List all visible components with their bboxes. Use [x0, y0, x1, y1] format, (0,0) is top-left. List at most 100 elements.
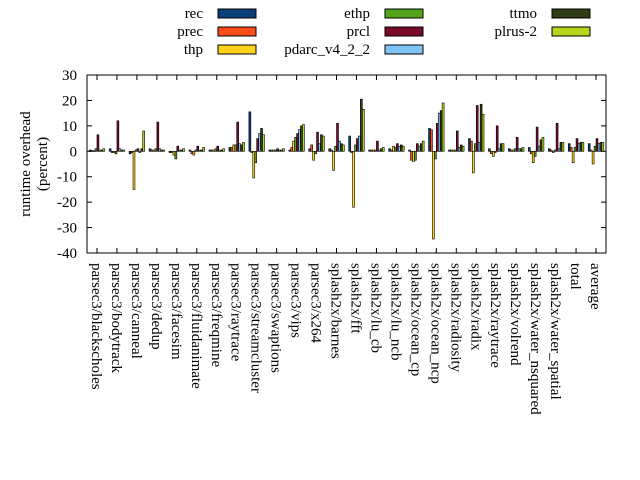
y-tick-label: -10: [57, 170, 77, 186]
bar-prec: [430, 129, 433, 152]
x-tick-label: splash2x/water_spatial: [547, 263, 563, 400]
bar-prcl: [336, 123, 339, 152]
y-axis: -40 -30 -20 -10 0 10 20 30: [57, 68, 606, 262]
bar-thp: [551, 150, 555, 153]
legend-swatch-plrus-2: [551, 26, 591, 37]
legend-swatch-pdarc_v4_2_2: [384, 44, 424, 55]
legend-label: plrus-2: [495, 24, 538, 40]
bar-thp: [432, 150, 435, 240]
bar-plrus-2: [222, 148, 225, 152]
x-tick-label: parsec3/canneal: [128, 263, 144, 359]
x-tick-label: parsec3/fluidanimate: [188, 263, 204, 389]
bar-thp: [591, 150, 595, 165]
bar-rec: [248, 111, 252, 152]
bar-rec: [408, 149, 411, 152]
x-tick-label: splash2x/lu_ncb: [387, 263, 403, 361]
bar-plrus-2: [421, 140, 425, 152]
x-tick-label: parsec3/freqmine: [208, 263, 224, 367]
bar-ethp: [414, 150, 417, 161]
bar-prcl: [475, 105, 479, 152]
bar-prcl: [176, 145, 180, 152]
bar-prec: [549, 149, 553, 152]
bar-prcl: [495, 125, 499, 152]
x-tick-label: parsec3/swaptions: [268, 263, 284, 373]
bar-plrus-2: [142, 130, 145, 152]
x-tick-label: splash2x/barnes: [328, 263, 344, 359]
x-tick-label: parsec3/streamcluster: [248, 263, 264, 393]
bar-plrus-2: [601, 142, 605, 152]
legend-swatch-rec: [217, 8, 257, 19]
bar-rec: [348, 135, 351, 152]
y-tick-label: 20: [62, 93, 77, 109]
x-tick-label: splash2x/water_nsquared: [527, 263, 543, 415]
bar-prec: [310, 144, 313, 152]
y-axis-label-line: runtime overhead: [18, 111, 34, 217]
legend-label: prcl: [347, 24, 370, 40]
x-tick-label: splash2x/volrend: [507, 263, 523, 366]
legend-label: prec: [177, 24, 203, 40]
x-tick-label: parsec3/vips: [288, 263, 304, 338]
x-tick-label: parsec3/raytrace: [228, 263, 244, 362]
bar-prec: [470, 140, 473, 152]
legend-label: thp: [184, 42, 203, 58]
bar-prcl: [515, 137, 519, 152]
bar-thp: [531, 150, 535, 164]
bar-prcl: [535, 126, 539, 152]
bar-prcl: [136, 148, 140, 152]
bar-ethp: [533, 150, 537, 157]
bar-plrus-2: [561, 142, 565, 152]
bar-prcl: [316, 131, 319, 152]
bar-plrus-2: [521, 147, 525, 152]
bar-rec: [108, 148, 112, 152]
bar-ethp: [114, 150, 118, 155]
bar-plrus-2: [242, 142, 245, 152]
x-tick-label: splash2x/ocean_ncp: [427, 263, 443, 384]
legend-swatch-prec: [217, 26, 257, 37]
bar-rec: [528, 147, 531, 152]
bar-thp: [132, 150, 136, 190]
x-tick-label: parsec3/facesim: [168, 263, 184, 360]
bar-rec: [188, 149, 192, 152]
x-tick-label: splash2x/radix: [467, 263, 483, 351]
plot-frame: [86, 74, 607, 254]
legend-label: ttmo: [509, 6, 537, 22]
bar-rec: [488, 148, 491, 152]
y-tick-label: -30: [57, 221, 77, 237]
bar-plrus-2: [541, 137, 545, 152]
x-tick-label: splash2x/ocean_cp: [407, 263, 423, 376]
x-tick-label: parsec3/bodytrack: [108, 263, 124, 373]
bar-plrus-2: [162, 149, 165, 152]
bar-plrus-2: [262, 134, 265, 152]
legend-label: pdarc_v4_2_2: [284, 42, 370, 58]
bar-pdarc_v4_2_2: [138, 150, 142, 153]
bar-series: [88, 98, 605, 240]
bar-rec: [587, 143, 591, 152]
bar-ethp: [434, 150, 437, 160]
x-tick-label: average: [587, 263, 603, 310]
y-tick-label: 10: [62, 119, 77, 135]
bar-plrus-2: [501, 143, 505, 152]
bar-prec: [330, 149, 333, 152]
bar-prcl: [116, 120, 120, 152]
bar-prcl: [236, 121, 239, 152]
bar-plrus-2: [322, 135, 325, 152]
bar-prec: [589, 149, 593, 152]
bar-thp: [352, 150, 355, 208]
bar-plrus-2: [461, 145, 465, 152]
legend-swatch-prcl: [384, 26, 424, 37]
bar-prcl: [96, 134, 100, 152]
x-axis: parsec3/blackscholes parsec3/bodytrack par…: [88, 75, 603, 415]
bar-prcl: [196, 145, 200, 152]
x-tick-label: splash2x/radiosity: [447, 263, 463, 373]
bar-prcl: [455, 130, 459, 152]
bar-prcl: [216, 145, 219, 152]
x-tick-label: splash2x/fft: [347, 263, 363, 334]
bar-plrus-2: [302, 124, 305, 152]
bar-plrus-2: [122, 149, 126, 152]
bar-ethp: [174, 150, 178, 160]
chart-legend: rec prec thp ethp prcl pdarc_v4_2_2 ttmo plrus-…: [177, 6, 591, 58]
y-tick-label: 0: [70, 144, 78, 160]
bar-plrus-2: [102, 148, 106, 152]
legend-label: rec: [185, 6, 204, 22]
x-tick-label: total: [567, 263, 583, 290]
